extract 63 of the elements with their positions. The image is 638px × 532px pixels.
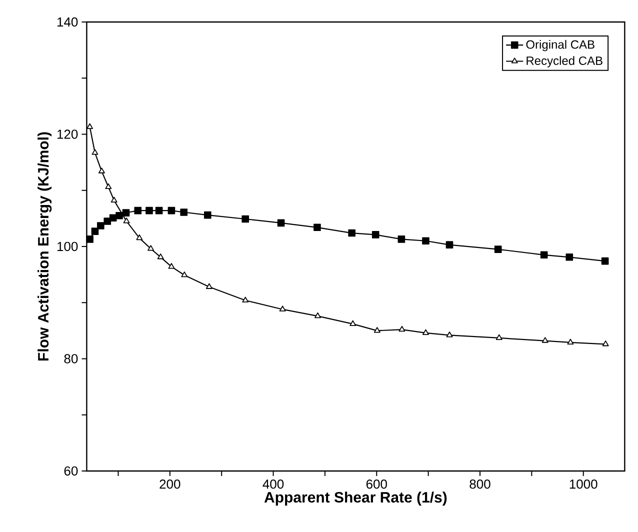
point	[92, 149, 98, 155]
point	[496, 334, 502, 340]
point	[110, 196, 118, 203]
point	[105, 183, 112, 190]
point	[279, 306, 286, 312]
point	[148, 245, 154, 251]
legend-label: Recycled CAB	[526, 56, 602, 68]
point	[601, 257, 609, 265]
point	[206, 283, 212, 289]
point	[314, 224, 321, 232]
point	[242, 296, 249, 302]
point	[567, 338, 574, 345]
x-axis-title: Apparent Shear Rate (1/s)	[264, 492, 447, 506]
point	[168, 263, 175, 269]
point	[180, 208, 188, 216]
point	[86, 236, 94, 243]
y-axis-title: Flow Activation Energy (KJ/mol)	[38, 132, 52, 360]
point	[314, 312, 321, 318]
point	[136, 234, 143, 240]
x-tick-label: 200	[160, 480, 180, 489]
point	[494, 246, 502, 253]
point	[422, 237, 430, 245]
point	[446, 241, 454, 248]
point	[242, 215, 250, 223]
point	[446, 332, 453, 338]
point	[181, 271, 188, 278]
y-tick-label: 60	[64, 466, 78, 476]
y-tick-label: 100	[57, 242, 78, 252]
point	[116, 212, 123, 220]
y-tick-label: 140	[57, 17, 78, 27]
point	[398, 236, 406, 243]
x-tick-label: 1000	[570, 480, 598, 489]
point	[204, 211, 212, 219]
y-tick-label: 80	[64, 354, 78, 364]
point	[374, 327, 380, 333]
point	[155, 206, 163, 214]
point	[422, 329, 429, 335]
point	[168, 206, 176, 214]
point	[372, 231, 380, 238]
x-tick-label: 400	[262, 480, 284, 489]
point	[98, 168, 105, 174]
point	[122, 209, 130, 216]
point	[86, 123, 94, 129]
point	[602, 340, 609, 346]
point	[566, 254, 574, 261]
legend-label: Original CAB	[526, 40, 594, 52]
x-tick-label: 800	[470, 480, 490, 489]
point	[277, 219, 285, 227]
point	[157, 254, 164, 260]
point	[104, 218, 112, 225]
point	[123, 218, 130, 224]
point	[146, 206, 153, 214]
point	[134, 206, 142, 214]
point	[97, 222, 104, 230]
point	[542, 337, 548, 343]
y-tick-label: 120	[57, 130, 78, 139]
point	[348, 229, 356, 237]
point	[91, 228, 99, 235]
point	[398, 326, 406, 332]
point	[350, 320, 356, 326]
x-tick-label: 600	[366, 480, 387, 489]
point	[540, 251, 548, 259]
point	[109, 214, 117, 222]
